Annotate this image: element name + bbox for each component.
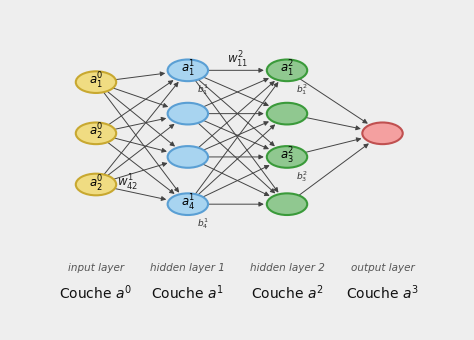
Text: $b_4^1$: $b_4^1$ (197, 216, 209, 231)
Circle shape (76, 174, 116, 195)
Text: $w_{42}^1$: $w_{42}^1$ (117, 172, 138, 192)
Circle shape (267, 103, 307, 124)
Circle shape (168, 146, 208, 168)
Text: $b_3^2$: $b_3^2$ (296, 169, 308, 184)
Text: Couche $a^0$: Couche $a^0$ (60, 283, 132, 302)
Circle shape (76, 122, 116, 144)
Text: hidden layer 1: hidden layer 1 (150, 263, 225, 273)
Circle shape (168, 193, 208, 215)
Text: $w_{11}^2$: $w_{11}^2$ (227, 49, 248, 70)
Circle shape (168, 59, 208, 81)
Text: $b_1^1$: $b_1^1$ (197, 82, 209, 97)
Text: $a_4^1$: $a_4^1$ (181, 193, 195, 213)
Text: Couche $a^3$: Couche $a^3$ (346, 283, 419, 302)
Text: $a_1^2$: $a_1^2$ (280, 59, 294, 80)
Text: $a_2^0$: $a_2^0$ (89, 173, 103, 193)
Text: output layer: output layer (351, 263, 414, 273)
Text: $b_1^2$: $b_1^2$ (296, 82, 308, 97)
Circle shape (267, 59, 307, 81)
Text: $a_2^0$: $a_2^0$ (89, 122, 103, 142)
Circle shape (267, 146, 307, 168)
Circle shape (76, 71, 116, 93)
Text: Couche $a^2$: Couche $a^2$ (251, 283, 323, 302)
Text: Couche $a^1$: Couche $a^1$ (152, 283, 224, 302)
Text: $a_3^2$: $a_3^2$ (280, 146, 294, 166)
Text: $a_1^1$: $a_1^1$ (181, 59, 195, 80)
Circle shape (362, 122, 403, 144)
Circle shape (168, 103, 208, 124)
Text: input layer: input layer (68, 263, 124, 273)
Text: hidden layer 2: hidden layer 2 (250, 263, 324, 273)
Circle shape (267, 193, 307, 215)
Text: $a_1^0$: $a_1^0$ (89, 71, 103, 91)
